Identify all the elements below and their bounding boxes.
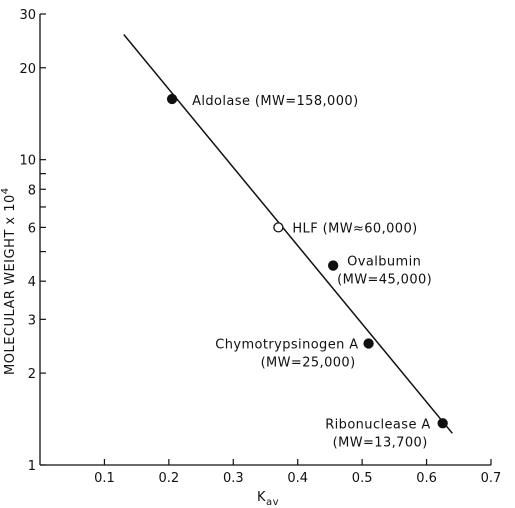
axes [39,14,491,466]
y-tick-label: 4 [28,275,36,290]
x-axis-title: Kav [257,490,279,508]
data-point-marker [327,260,339,271]
data-point-marker [363,338,374,349]
x-tick-label: 0.5 [352,471,373,486]
x-tick-label: 0.7 [481,471,502,486]
point-label: Aldolase (MW=158,000) [192,94,358,109]
y-tick-label: 30 [19,8,36,23]
data-points [166,93,448,429]
point-label-mw: (MW=45,000) [337,273,432,288]
data-point-marker [437,418,448,429]
x-tick-label: 0.1 [94,471,115,486]
y-axis-title-sup: 4 [0,187,11,194]
y-tick-label: 1 [28,459,36,474]
point-annotations: Aldolase (MW=158,000) HLF (MW≈60,000) Oval… [192,94,432,450]
point-label: Ovalbumin [347,255,421,270]
x-axis-title-sub: av [266,497,279,508]
point-label: Chymotrypsinogen A [215,337,358,352]
y-tick-label: 20 [19,62,36,77]
data-point-marker [166,93,178,105]
x-axis-title-main: K [257,490,266,505]
data-point-marker [273,222,284,233]
x-tick-label: 0.3 [223,471,244,486]
y-tick-label: 2 [28,367,36,382]
point-label-mw: (MW=13,700) [333,435,428,450]
point-label: HLF (MW≈60,000) [292,221,417,236]
x-ticks: 0.1 0.2 0.3 0.4 0.5 0.6 0.7 [94,459,501,486]
y-tick-label: 8 [28,183,36,198]
x-tick-label: 0.2 [159,471,180,486]
point-label: Ribonuclease A [325,417,430,432]
fit-line-group [123,34,453,434]
x-tick-label: 0.6 [416,471,437,486]
x-tick-label: 0.4 [287,471,308,486]
y-tick-label: 10 [19,154,36,169]
y-axis-title: MOLECULAR WEIGHT x 104 [0,187,18,375]
regression-line [123,34,453,434]
y-tick-label: 3 [28,313,36,328]
y-axis-title-main: MOLECULAR WEIGHT x 10 [3,194,18,375]
y-ticks: 1 2 3 4 6 8 10 20 30 [19,8,46,474]
y-tick-label: 6 [28,221,36,236]
point-label-mw: (MW=25,000) [261,355,356,370]
